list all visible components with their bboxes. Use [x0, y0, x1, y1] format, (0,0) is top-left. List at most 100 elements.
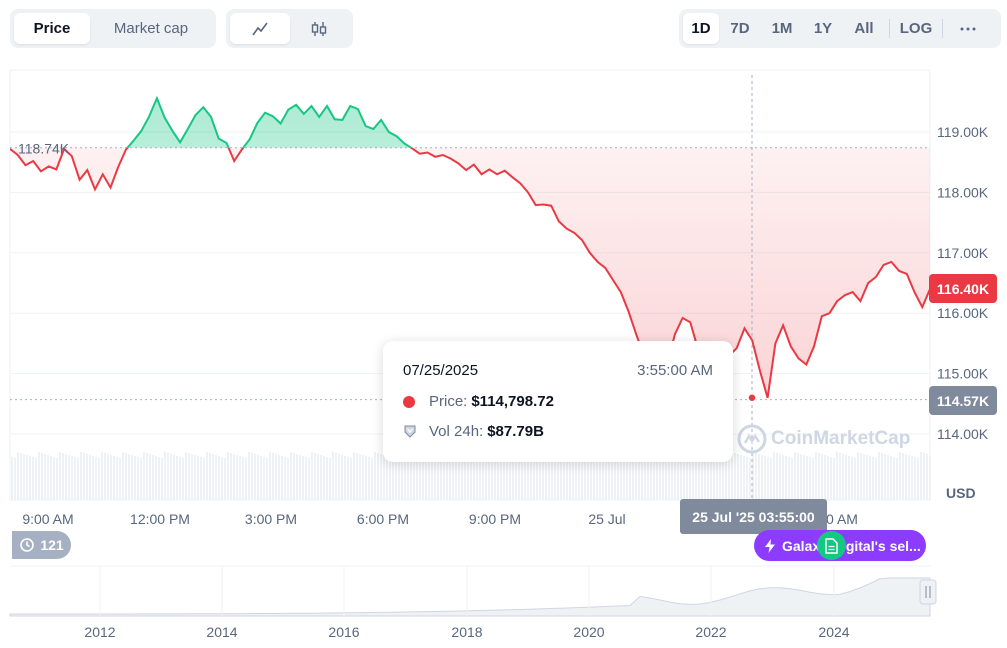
volume-bar [59, 452, 61, 500]
tab-price[interactable]: Price [14, 13, 90, 44]
volume-bar [596, 456, 598, 500]
volume-bar [761, 455, 763, 500]
volume-bar [458, 452, 460, 500]
volume-bar [191, 454, 193, 500]
volume-bar [194, 455, 196, 500]
volume-bar [809, 457, 811, 500]
volume-bar [479, 452, 481, 500]
volume-bar [461, 453, 463, 500]
news-document-marker[interactable] [817, 531, 846, 560]
volume-bar [872, 457, 874, 500]
volume-bar [917, 458, 919, 500]
reference-price-label: 118.74K [18, 141, 70, 157]
volume-bar [101, 452, 103, 500]
range-all[interactable]: All [854, 20, 874, 37]
volume-bar [788, 457, 790, 500]
volume-bar [530, 455, 532, 500]
x-tick-label: 9:00 PM [469, 511, 521, 527]
volume-bar [818, 453, 820, 500]
volume-bar [362, 455, 364, 500]
volume-bar [557, 457, 559, 500]
volume-bar [500, 452, 502, 500]
volume-bar [212, 454, 214, 500]
volume-bar [746, 457, 748, 500]
chart-type-toggle [226, 9, 353, 48]
volume-bar [83, 453, 85, 500]
volume-bar [623, 458, 625, 500]
volume-bar [170, 454, 172, 500]
volume-bar [446, 455, 448, 500]
range-1y[interactable]: 1Y [813, 20, 833, 37]
volume-bar [107, 454, 109, 500]
volume-bar [569, 454, 571, 500]
volume-bar [743, 456, 745, 500]
volume-bar [122, 452, 124, 500]
volume-bar [710, 452, 712, 500]
volume-bar [629, 453, 631, 500]
volume-bar [227, 452, 229, 500]
volume-bar [425, 455, 427, 500]
volume-bar [830, 457, 832, 500]
volume-bar [146, 453, 148, 500]
volume-bar [236, 455, 238, 500]
range-1m[interactable]: 1M [771, 20, 793, 37]
range-toggle: 1D 7D 1M 1Y All LOG [679, 9, 1001, 48]
volume-bar [239, 456, 241, 500]
volume-bar [245, 458, 247, 500]
navigator-year-label: 2020 [573, 624, 604, 640]
volume-bar [590, 454, 592, 500]
tooltip-price-label: Price: [429, 393, 468, 410]
volume-bar [560, 458, 562, 500]
volume-bar [95, 457, 97, 500]
coinmarketcap-watermark: CoinMarketCap [737, 424, 910, 454]
volume-bar [725, 457, 727, 500]
history-badge[interactable]: 121 [12, 531, 71, 559]
log-toggle[interactable]: LOG [899, 20, 933, 37]
volume-bar [68, 455, 70, 500]
volume-bar [605, 452, 607, 500]
volume-bar [113, 456, 115, 500]
volume-bar [806, 456, 808, 500]
volume-bar [881, 453, 883, 500]
volume-bar [635, 455, 637, 500]
volume-bar [338, 454, 340, 500]
drag-handle-icon [925, 586, 931, 598]
line-chart-button[interactable] [230, 13, 290, 44]
volume-bar [257, 455, 259, 500]
volume-bar [524, 453, 526, 500]
price-line-down [10, 147, 930, 399]
volume-bar [647, 452, 649, 500]
range-1d[interactable]: 1D [683, 13, 719, 44]
navigator-handle[interactable] [919, 579, 937, 605]
navigator-area [9, 577, 931, 617]
volume-bar [575, 456, 577, 500]
range-7d[interactable]: 7D [730, 20, 750, 37]
volume-bar [758, 454, 760, 500]
volume-bar [260, 456, 262, 500]
volume-bar [764, 456, 766, 500]
y-tick-label: 115.00K [937, 366, 989, 382]
volume-bar [377, 453, 379, 500]
volume-bar [599, 457, 601, 500]
volume-bars [11, 452, 931, 500]
volume-bar [401, 454, 403, 500]
volume-bar [845, 455, 847, 500]
volume-bar [38, 452, 40, 500]
tab-market-cap[interactable]: Market cap [113, 20, 189, 37]
volume-bar [911, 456, 913, 500]
volume-bar [455, 458, 457, 500]
y-tick-label: 117.00K [937, 245, 989, 261]
volume-bar [587, 453, 589, 500]
more-button[interactable] [947, 13, 989, 44]
volume-bar [665, 458, 667, 500]
volume-bar [686, 458, 688, 500]
document-icon [825, 537, 838, 554]
volume-bar [779, 454, 781, 500]
volume-bar [650, 453, 652, 500]
navigator-year-label: 2018 [451, 624, 482, 640]
volume-bar [221, 457, 223, 500]
volume-bar [395, 452, 397, 500]
candlestick-button[interactable] [290, 13, 350, 44]
volume-bar [77, 458, 79, 500]
